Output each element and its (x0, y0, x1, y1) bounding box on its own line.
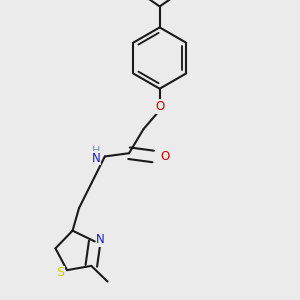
Text: O: O (155, 100, 164, 113)
Text: O: O (161, 150, 170, 163)
Text: S: S (56, 266, 64, 279)
Text: N: N (96, 233, 105, 246)
Text: H: H (92, 146, 100, 156)
Text: N: N (92, 152, 100, 165)
